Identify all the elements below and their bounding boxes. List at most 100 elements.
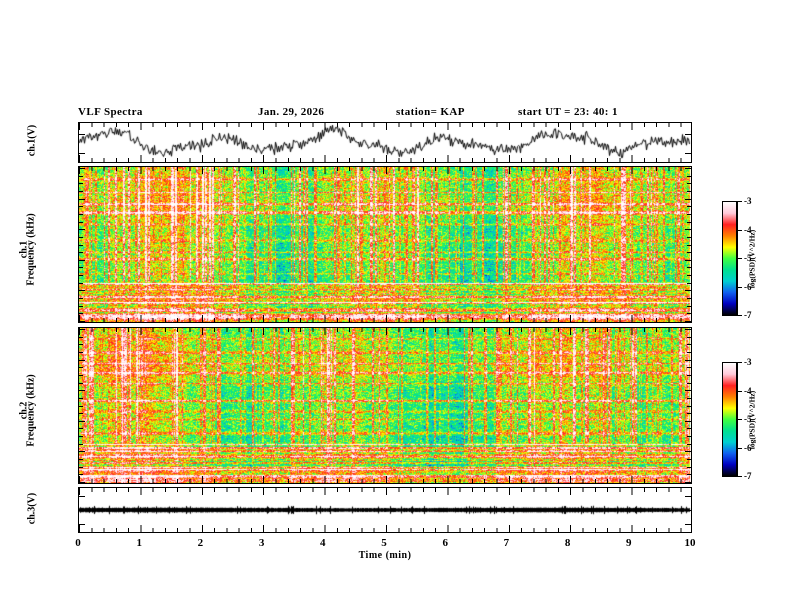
- ytick-minor: [687, 275, 691, 277]
- panel-ch2-spectrogram: 1086420: [78, 327, 692, 484]
- colorbar-ch2: -3 -4 -5 -6 -7 log(PSD)(V^2/Hz): [722, 357, 782, 481]
- ytick-mark: [685, 168, 691, 169]
- colorbar-tick: [737, 447, 742, 449]
- ytick-minor: [687, 382, 691, 384]
- colorbar-tick: [737, 258, 742, 259]
- observation-date: Jan. 29, 2026: [258, 106, 325, 118]
- ytick-minor: [79, 351, 83, 353]
- panel1-y-axis-title: ch.1(V): [26, 124, 38, 157]
- ytick-minor: [687, 443, 691, 445]
- ytick-mark: [79, 229, 85, 231]
- colorbar-tick: [737, 315, 742, 316]
- ytick-mark: [79, 329, 85, 330]
- x-tick-6: 6: [442, 537, 448, 549]
- start-ut-label: start UT = 23: 40: 1: [518, 106, 618, 118]
- x-tick-0: 0: [75, 537, 81, 549]
- colorbar-ch1: -3 -4 -5 -6 -7 log(PSD)(V^2/Hz): [722, 196, 782, 320]
- colorbar-tick: [737, 476, 742, 477]
- colorbar-tick-label-neg3: -3: [744, 357, 752, 367]
- panel-ch1-timeseries: 10 -10: [78, 122, 692, 163]
- ytick-mark: [685, 198, 691, 200]
- figure-title-row: VLF Spectra Jan. 29, 2026 station= KAP s…: [78, 106, 692, 120]
- colorbar-ch2-gradient: [722, 362, 737, 477]
- ytick-minor: [79, 252, 83, 254]
- ytick-mark: [685, 290, 691, 292]
- ytick-minor: [687, 428, 691, 430]
- x-tick-5: 5: [381, 537, 387, 549]
- x-tick-2: 2: [197, 537, 204, 549]
- ytick-minor: [687, 305, 691, 307]
- ytick-minor: [79, 443, 83, 445]
- colorbar-tick-label-neg6: -6: [744, 281, 752, 292]
- ytick-minor: [79, 275, 83, 277]
- colorbar-tick: [737, 390, 742, 392]
- ytick-minor: [79, 213, 83, 215]
- ytick-minor: [79, 267, 83, 269]
- ytick-mark: [685, 482, 691, 483]
- ytick-minor: [687, 267, 691, 269]
- colorbar-tick-label-neg7: -7: [744, 310, 752, 320]
- colorbar-tick-label-neg3: -3: [744, 196, 752, 206]
- ytick-minor: [79, 298, 83, 300]
- ytick-mark: [79, 359, 85, 361]
- ytick-minor: [79, 282, 83, 284]
- ytick-minor: [687, 221, 691, 223]
- ytick-minor: [687, 374, 691, 376]
- ytick-minor: [79, 474, 83, 476]
- ytick-minor: [687, 397, 691, 399]
- colorbar-ch1-title: log(PSD)(V^2/Hz): [747, 229, 757, 288]
- ytick-minor: [687, 351, 691, 353]
- ytick-minor: [79, 428, 83, 430]
- ytick-minor: [79, 466, 83, 468]
- ytick-mark: [685, 359, 691, 361]
- x-tick-8: 8: [564, 537, 571, 549]
- ytick-minor: [687, 413, 691, 415]
- ytick-minor: [79, 236, 83, 238]
- ytick-mark: [79, 420, 85, 422]
- x-tick-3: 3: [258, 537, 265, 549]
- colorbar-ch1-gradient: [722, 201, 737, 316]
- x-tick-1: 1: [136, 537, 142, 549]
- panel2-y-axis-title-freq: Frequency (kHz): [25, 213, 37, 286]
- ytick-mark: [685, 390, 691, 392]
- ytick-mark: [79, 482, 85, 483]
- x-axis-title: Time (min): [358, 550, 412, 561]
- ytick-mark: [685, 420, 691, 422]
- ytick-minor: [79, 459, 83, 461]
- colorbar-tick-label-neg7: -7: [744, 471, 752, 481]
- figure-title: VLF Spectra: [78, 106, 143, 118]
- panel4-y-axis-title: ch.3(V): [26, 492, 38, 525]
- ytick-mark: [79, 290, 85, 292]
- ytick-minor: [79, 175, 83, 177]
- ytick-minor: [687, 183, 691, 185]
- colorbar-tick-label-neg5: -5: [744, 253, 752, 263]
- panel3-y-axis-title-freq: Frequency (kHz): [25, 374, 37, 447]
- ytick-minor: [79, 190, 83, 192]
- ytick-minor: [687, 175, 691, 177]
- colorbar-tick-label-neg6: -6: [744, 442, 752, 453]
- colorbar-tick: [737, 362, 742, 363]
- colorbar-tick: [737, 201, 742, 202]
- ytick-mark: [79, 168, 85, 169]
- ytick-minor: [687, 367, 691, 369]
- station-label: station= KAP: [396, 106, 465, 118]
- ytick-mark: [685, 451, 691, 453]
- ytick-minor: [79, 336, 83, 338]
- ytick-minor: [687, 190, 691, 192]
- ytick-minor: [79, 206, 83, 208]
- ytick-minor: [79, 313, 83, 315]
- colorbar-tick: [737, 286, 742, 288]
- ytick-mark: [79, 321, 85, 322]
- ytick-minor: [687, 252, 691, 254]
- ytick-minor: [79, 382, 83, 384]
- ytick-minor: [687, 298, 691, 300]
- colorbar-tick: [737, 229, 742, 231]
- colorbar-tick: [737, 419, 742, 420]
- ytick-minor: [687, 344, 691, 346]
- ytick-minor: [687, 474, 691, 476]
- x-axis-tick-labels: 0 1 2 3 4 5 6 7 8 9 10: [75, 537, 695, 551]
- ytick-minor: [687, 466, 691, 468]
- colorbar-tick-label-neg4: -4: [744, 385, 752, 396]
- x-tick-4: 4: [320, 537, 326, 549]
- colorbar-ch2-ticks: -3 -4 -5 -6 -7: [737, 357, 752, 481]
